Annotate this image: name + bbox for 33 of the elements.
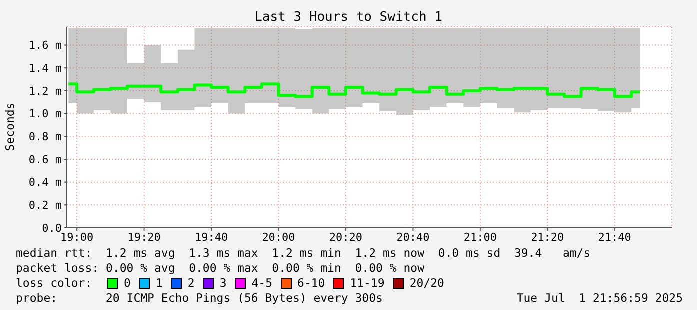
y-tick-label: 0.8 m — [28, 130, 62, 144]
y-axis-title: Seconds — [3, 102, 17, 152]
legend-label: 2 — [186, 276, 195, 291]
legend-label: 20/20 — [408, 276, 444, 291]
text: Tue Jul 1 21:56:59 2025 — [516, 291, 683, 305]
x-tick-label: 19:40 — [194, 230, 228, 244]
x-tick-label: 19:00 — [60, 230, 94, 244]
legend-title: loss color: — [16, 276, 94, 291]
text: probe: 20 ICMP Echo Pings (56 Bytes) every 300s — [16, 291, 383, 305]
chart-title: Last 3 Hours to Switch 1 — [254, 10, 444, 25]
y-tick-label: 0.4 m — [28, 176, 62, 190]
y-tick-label: 0.6 m — [28, 153, 62, 166]
legend-label: 11-19 — [349, 276, 385, 291]
x-tick-label: 20:00 — [262, 230, 296, 244]
text: packet loss: 0.00 % avg 0.00 % max 0.00 % min 0.00 % now — [16, 261, 426, 276]
y-tick-label: 1.6 m — [28, 39, 62, 52]
legend-label: 1 — [154, 276, 163, 291]
y-tick-label: 1.0 m — [28, 108, 62, 121]
legend-label: 3 — [218, 276, 227, 291]
legend-label: 0 — [123, 276, 131, 291]
y-tick-label: 0.0 — [42, 222, 62, 235]
x-tick-label: 20:20 — [329, 230, 363, 244]
x-tick-label: 19:20 — [128, 230, 161, 244]
x-tick-label: 21:40 — [598, 230, 632, 244]
legend-label: 4-5 — [250, 276, 273, 291]
legend-label: 6-10 — [296, 276, 326, 291]
x-tick-label: 20:40 — [396, 230, 430, 244]
x-tick-label: 21:20 — [531, 230, 564, 244]
y-tick-label: 1.4 m — [28, 62, 62, 76]
y-tick-label: 0.2 m — [28, 199, 62, 212]
x-tick-label: 21:00 — [464, 230, 497, 244]
text: median rtt: 1.2 ms avg 1.3 ms max 1.2 ms min 1.2 ms now 0.0 ms sd 39.4 am/s — [16, 246, 591, 261]
y-tick-label: 1.2 m — [28, 84, 62, 98]
